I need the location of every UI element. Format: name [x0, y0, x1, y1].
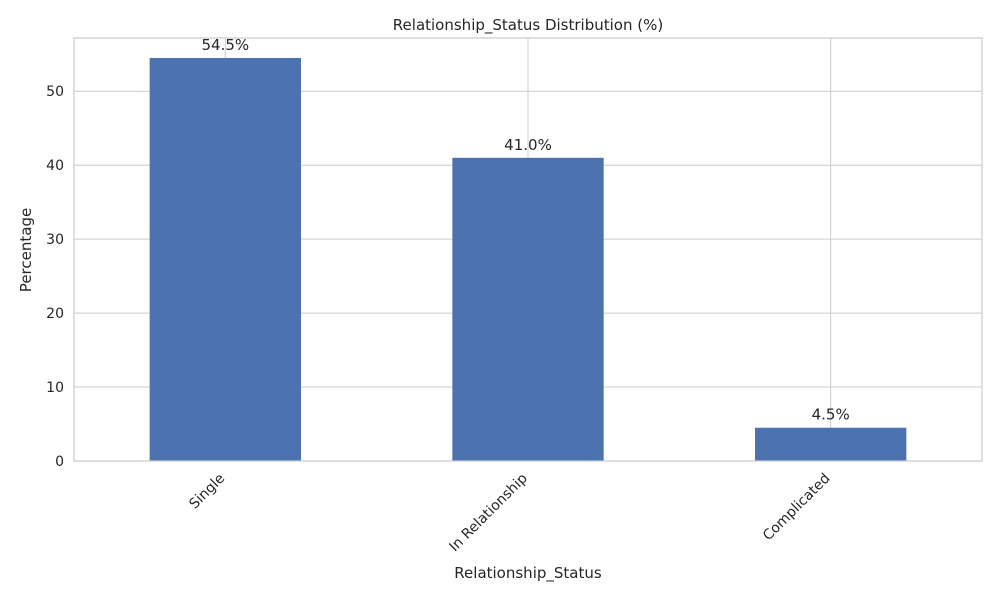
bar: [149, 57, 301, 461]
bar-value-label: 41.0%: [504, 136, 552, 154]
data-labels: 54.5% 41.0% 4.5%: [202, 36, 850, 424]
bar: [452, 157, 604, 461]
bar-layer: [149, 57, 907, 461]
y-tick-label: 50: [46, 84, 64, 100]
bar-value-label: 54.5%: [202, 36, 250, 54]
bar: [755, 427, 907, 461]
y-tick-label: 30: [46, 232, 64, 248]
y-tick-label: 20: [46, 306, 64, 322]
y-tick-label: 10: [46, 380, 64, 396]
bar-value-label: 4.5%: [812, 406, 850, 424]
plot-frame: [73, 37, 983, 462]
x-tick-label: Single: [186, 471, 228, 513]
x-tick-label: Complicated: [760, 471, 833, 544]
chart-title: Relationship_Status Distribution (%): [393, 16, 663, 35]
y-tick-label: 0: [55, 454, 64, 470]
y-axis-label: Percentage: [17, 208, 35, 292]
y-tick-labels: 0 10 20 30 40 50: [46, 84, 64, 470]
y-tick-label: 40: [46, 158, 64, 174]
x-tick-label: In Relationship: [446, 470, 531, 555]
x-axis-label: Relationship_Status: [454, 564, 602, 583]
x-tick-labels: Single In Relationship Complicated: [186, 470, 833, 555]
